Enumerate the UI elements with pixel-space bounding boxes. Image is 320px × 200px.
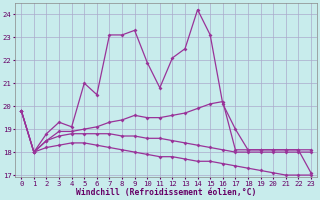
X-axis label: Windchill (Refroidissement éolien,°C): Windchill (Refroidissement éolien,°C) — [76, 188, 256, 197]
